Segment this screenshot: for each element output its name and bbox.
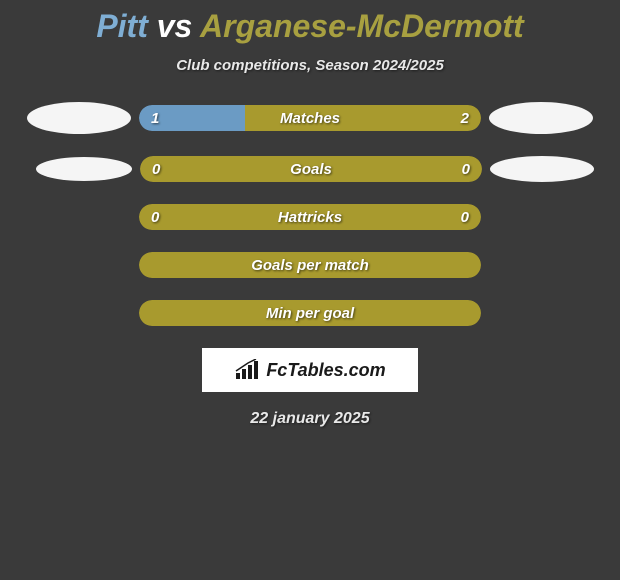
page-title: Pitt vs Arganese-McDermott (0, 8, 620, 45)
stat-bar: 00Goals (140, 156, 482, 182)
stat-row: 00Goals (0, 156, 620, 182)
date-text: 22 january 2025 (0, 410, 620, 428)
stat-label: Min per goal (139, 305, 481, 322)
chart-icon (234, 359, 260, 381)
stat-row: 12Matches (0, 102, 620, 134)
stat-bar: 00Hattricks (139, 204, 481, 230)
player1-badge (27, 102, 131, 134)
stat-row: Min per goal (0, 300, 620, 326)
stat-bar: Min per goal (139, 300, 481, 326)
logo-text: FcTables.com (266, 360, 385, 381)
stat-label: Goals (140, 161, 482, 178)
source-logo: FcTables.com (202, 348, 418, 392)
spacer (489, 217, 593, 218)
stat-bar: 12Matches (139, 105, 481, 131)
stats-area: 12Matches 00Goals 00Hattricks Goals per mat… (0, 102, 620, 326)
player1-badge (36, 157, 132, 181)
stat-bar: Goals per match (139, 252, 481, 278)
spacer (27, 313, 131, 314)
player2-badge (489, 102, 593, 134)
player1-name: Pitt (96, 8, 148, 44)
player2-name: Arganese-McDermott (200, 8, 524, 44)
stat-row: 00Hattricks (0, 204, 620, 230)
stat-label: Matches (139, 110, 481, 127)
vs-text: vs (157, 8, 193, 44)
player2-badge (490, 156, 594, 182)
subtitle: Club competitions, Season 2024/2025 (0, 57, 620, 74)
spacer (27, 265, 131, 266)
comparison-infographic: Pitt vs Arganese-McDermott Club competit… (0, 0, 620, 428)
stat-row: Goals per match (0, 252, 620, 278)
spacer (489, 265, 593, 266)
stat-label: Hattricks (139, 209, 481, 226)
spacer (489, 313, 593, 314)
spacer (27, 217, 131, 218)
stat-label: Goals per match (139, 257, 481, 274)
